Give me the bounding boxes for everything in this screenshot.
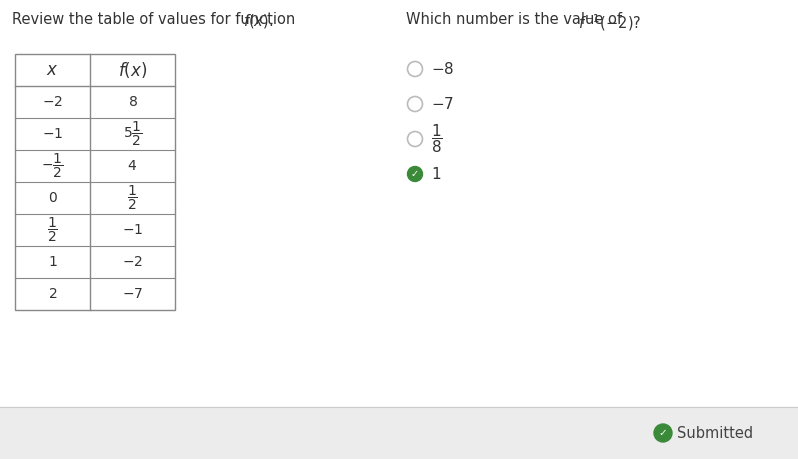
Text: $\it{f}^{-1}(-2)$?: $\it{f}^{-1}(-2)$? [578, 12, 642, 33]
Text: $\dfrac{1}{2}$: $\dfrac{1}{2}$ [47, 216, 58, 244]
Text: ✓: ✓ [411, 169, 419, 179]
Text: Review the table of values for function: Review the table of values for function [12, 12, 300, 27]
Text: $-1$: $-1$ [41, 127, 63, 141]
Text: $\dfrac{1}{8}$: $\dfrac{1}{8}$ [431, 123, 443, 156]
Text: $0$: $0$ [48, 191, 57, 205]
Text: $-1$: $-1$ [122, 223, 143, 237]
Text: $1$: $1$ [48, 255, 57, 269]
Circle shape [408, 167, 422, 181]
Text: $5\dfrac{1}{2}$: $5\dfrac{1}{2}$ [123, 120, 142, 148]
Text: $-7$: $-7$ [431, 96, 454, 112]
Text: $1$: $1$ [431, 166, 441, 182]
Text: Which number is the value of: Which number is the value of [406, 12, 626, 27]
Text: ✓: ✓ [658, 428, 667, 438]
Text: $\dfrac{1}{2}$: $\dfrac{1}{2}$ [127, 184, 138, 212]
Text: $-2$: $-2$ [122, 255, 143, 269]
Text: Submitted: Submitted [677, 425, 753, 441]
Bar [15, 54, 175, 310]
Text: $4$: $4$ [128, 159, 137, 173]
Circle shape [654, 424, 672, 442]
Text: $-7$: $-7$ [122, 287, 143, 301]
Bar [0, 407, 798, 459]
Text: $2$: $2$ [48, 287, 57, 301]
Text: $\mathbf{\mathit{f(x)}}$: $\mathbf{\mathit{f(x)}}$ [118, 60, 147, 80]
Text: $-2$: $-2$ [42, 95, 63, 109]
Text: $-8$: $-8$ [431, 61, 454, 77]
Text: $8$: $8$ [128, 95, 137, 109]
Text: $\it{f(x)}$.: $\it{f(x)}$. [243, 12, 274, 30]
Text: $\mathbf{\mathit{x}}$: $\mathbf{\mathit{x}}$ [46, 61, 59, 79]
Text: $-\dfrac{1}{2}$: $-\dfrac{1}{2}$ [41, 152, 64, 180]
